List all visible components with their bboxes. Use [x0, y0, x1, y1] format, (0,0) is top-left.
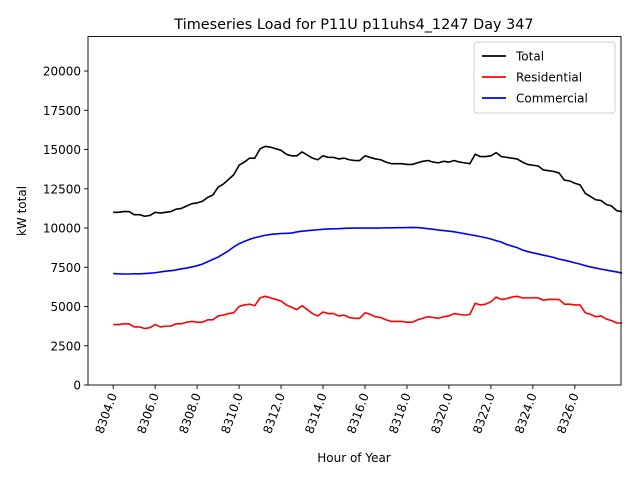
series-line-total [113, 145, 623, 218]
x-tick-label: 8324.0 [512, 391, 540, 435]
y-tick-label: 10000 [43, 222, 81, 236]
y-tick-label: 12500 [43, 182, 81, 196]
x-tick-label: 8306.0 [134, 391, 162, 435]
series-line-residential [113, 295, 623, 330]
y-tick-label: 0 [73, 379, 81, 393]
y-tick-label: 17500 [43, 104, 81, 118]
y-tick-label: 15000 [43, 143, 81, 157]
x-tick-label: 8304.0 [92, 391, 120, 435]
x-tick-label: 8310.0 [218, 391, 246, 435]
series-layer [113, 145, 623, 330]
x-tick-label: 8314.0 [302, 391, 330, 435]
y-tick-label: 7500 [50, 261, 81, 275]
legend-items: Total Residential Commercial [482, 50, 588, 106]
plot-area [87, 36, 623, 386]
plot-frame [87, 36, 622, 386]
x-tick-label: 8318.0 [386, 391, 414, 435]
x-tick-label: 8322.0 [470, 391, 498, 435]
legend-label-residential: Residential [516, 71, 582, 85]
legend-label-total: Total [515, 50, 544, 64]
y-axis: 0 2500 5000 7500 10000 12500 15000 17500 20000 [43, 65, 88, 393]
x-axis: 8304.0 8306.0 8308.0 8310.0 8312.0 8314.0 8316… [92, 385, 582, 435]
x-tick-label: 8312.0 [260, 391, 288, 435]
x-tick-label: 8308.0 [176, 391, 204, 435]
legend-box [473, 41, 616, 114]
chart-title: Timeseries Load for P11U p11uhs4_1247 Da… [173, 17, 533, 33]
y-tick-label: 20000 [43, 65, 81, 79]
y-tick-label: 5000 [50, 300, 81, 314]
x-axis-label: Hour of Year [317, 451, 391, 465]
legend-label-commercial: Commercial [516, 92, 588, 106]
y-axis-label: kW total [15, 186, 29, 236]
x-tick-label: 8316.0 [344, 391, 372, 435]
y-tick-label: 2500 [50, 339, 81, 353]
legend: Total Residential Commercial [473, 41, 616, 114]
x-tick-label: 8326.0 [554, 391, 582, 435]
x-tick-label: 8320.0 [428, 391, 456, 435]
series-line-commercial [113, 226, 623, 275]
